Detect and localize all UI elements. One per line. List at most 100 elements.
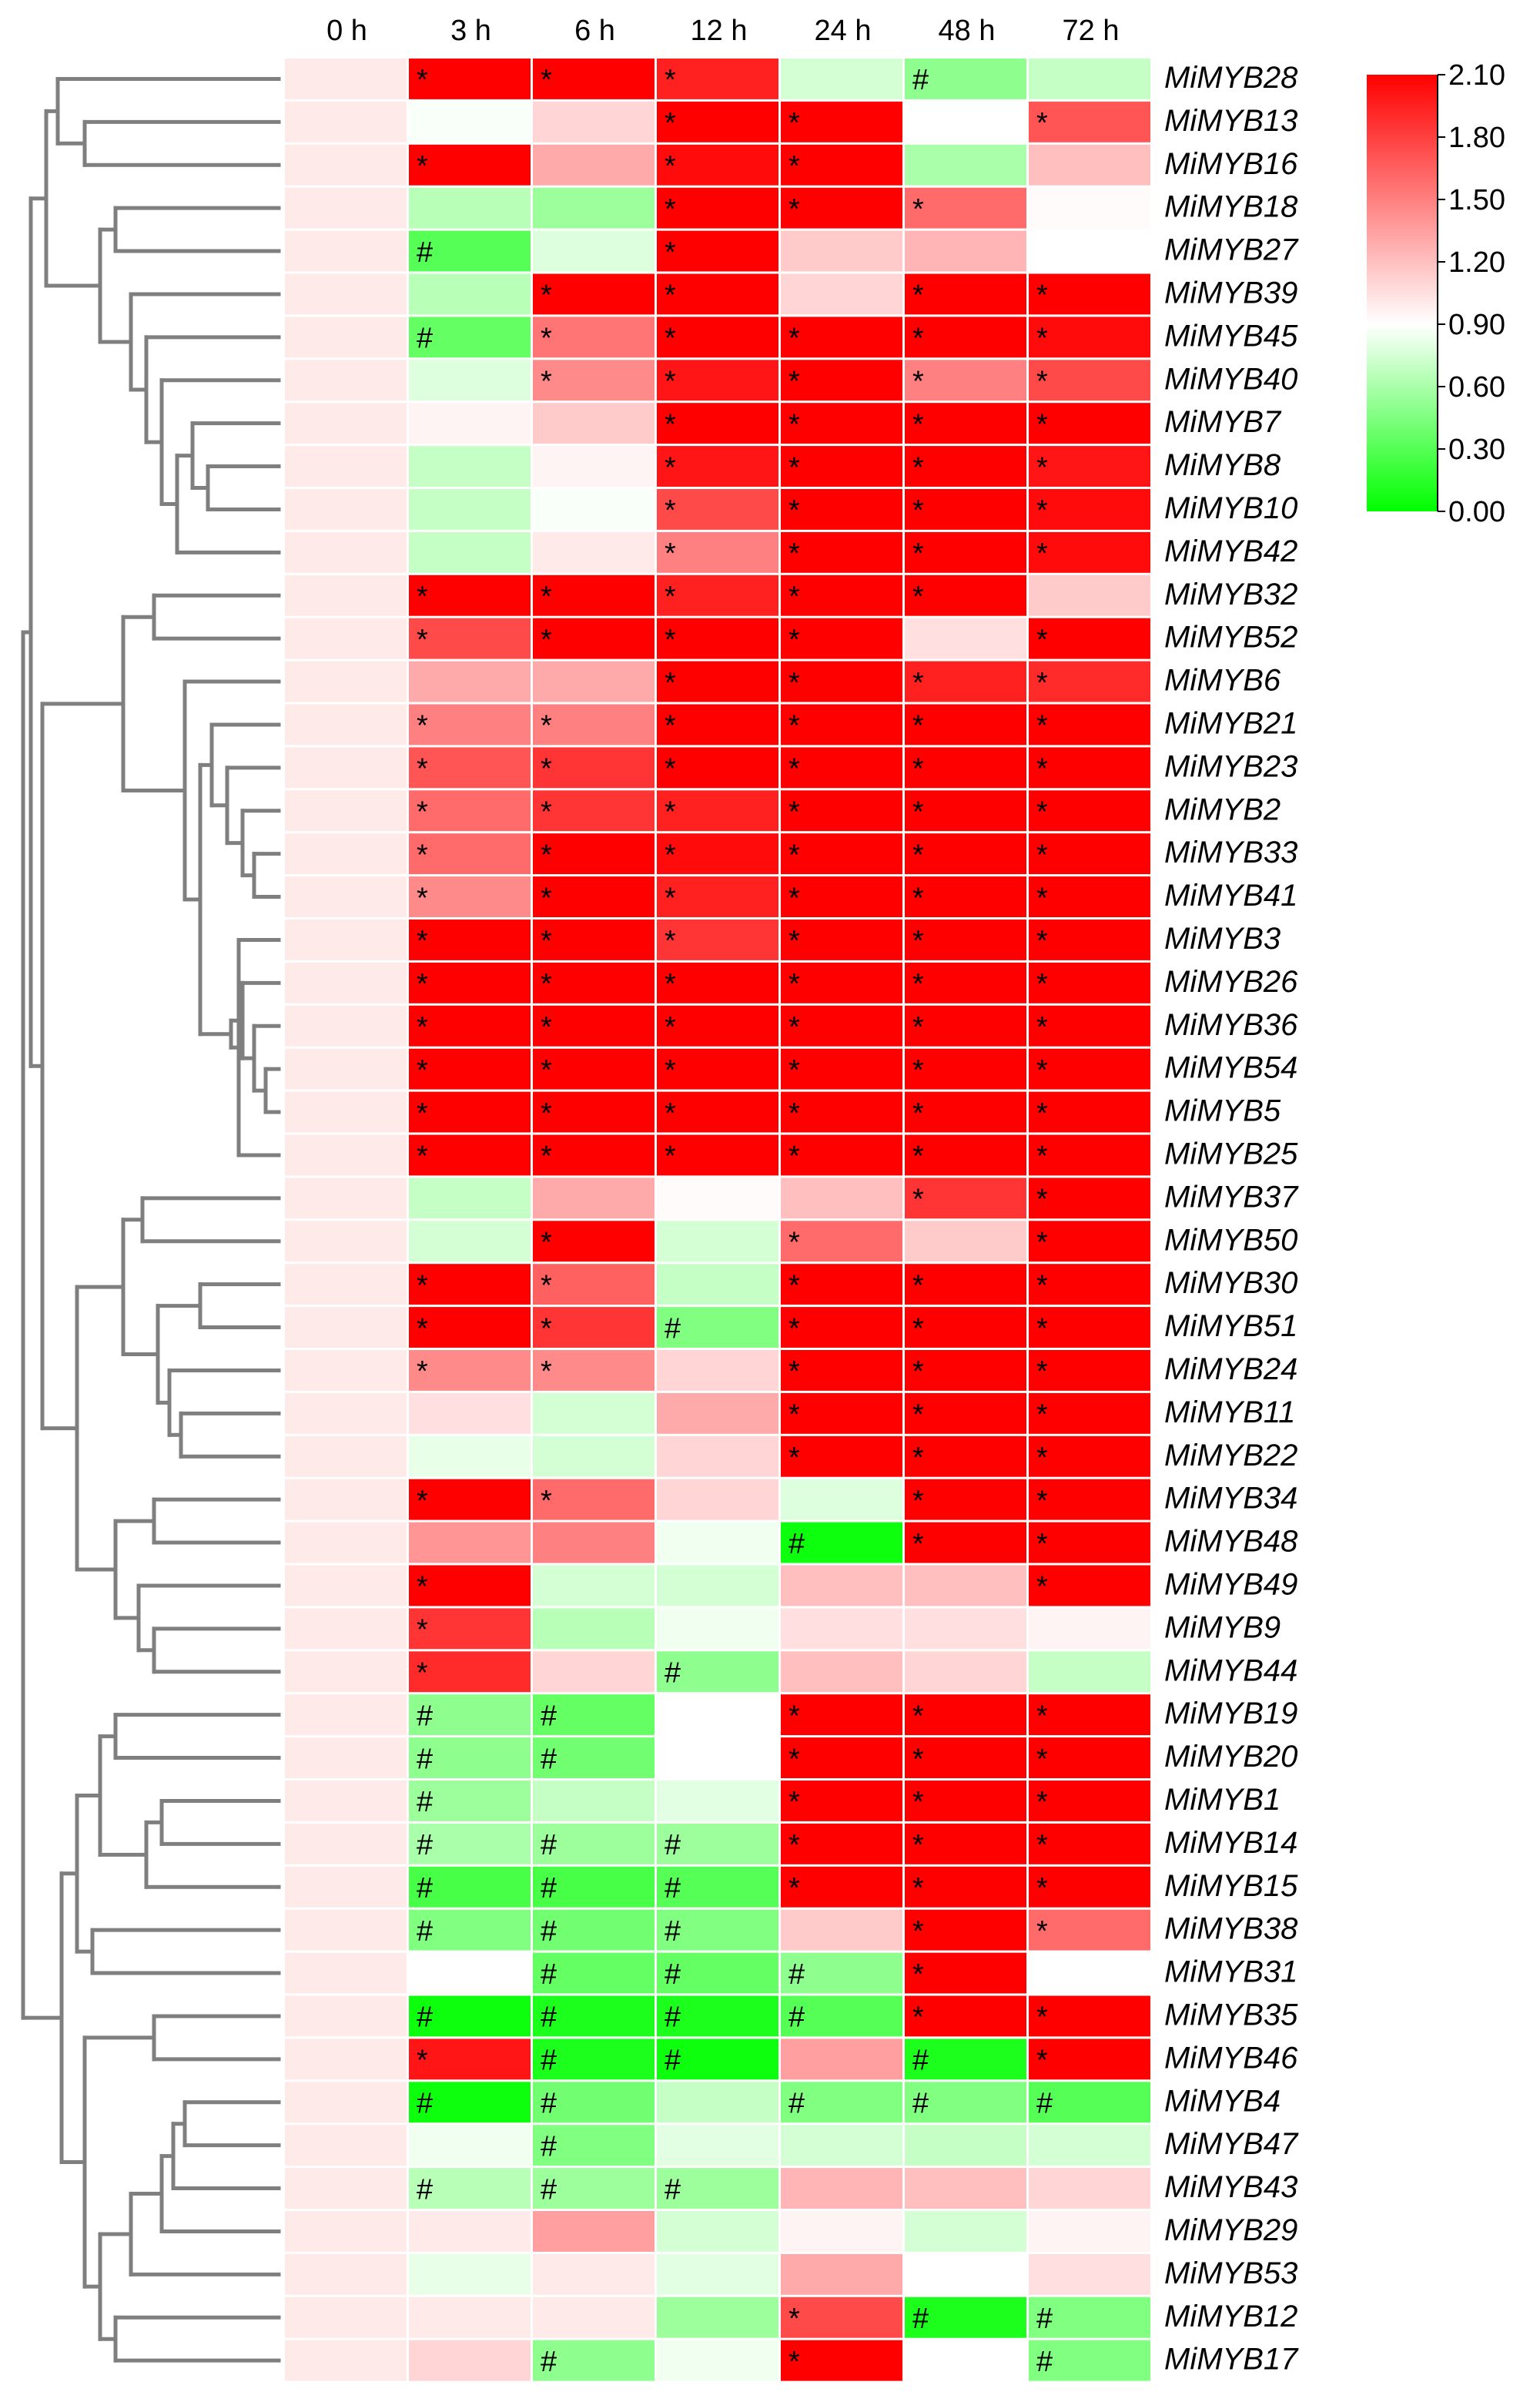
significance-mark: * [665, 581, 676, 613]
row-label: MiMYB22 [1164, 1439, 1297, 1472]
significance-mark: # [665, 2173, 681, 2206]
significance-mark: * [788, 925, 800, 957]
heatmap-cell [285, 1134, 407, 1176]
heatmap-cell [905, 1436, 1026, 1477]
significance-mark: * [541, 366, 552, 398]
significance-mark: * [541, 323, 552, 355]
heatmap-cell [781, 446, 902, 487]
heatmap-cell [657, 2253, 778, 2295]
heatmap-cell [533, 920, 654, 960]
heatmap-cell [657, 747, 778, 789]
row-label: MiMYB46 [1164, 2041, 1298, 2075]
heatmap-cell [905, 1264, 1026, 1305]
significance-mark: * [912, 280, 924, 312]
heatmap-cell [285, 1565, 407, 1606]
heatmap-cell [533, 2211, 654, 2252]
heatmap-cell [533, 101, 654, 142]
heatmap-cell [533, 575, 654, 616]
row-label: MiMYB26 [1164, 965, 1298, 999]
heatmap-cell [1029, 101, 1150, 142]
heatmap-cell [905, 1307, 1026, 1348]
heatmap-cells: * * * # * * * * * * * * * # * * * * * # * * * * * * * * * * * * * * * * * * * *… [285, 59, 1150, 2381]
row-label: MiMYB24 [1164, 1352, 1297, 1386]
color-scale-tick-label: 0.90 [1448, 309, 1505, 341]
heatmap-cell [409, 575, 531, 616]
significance-mark: # [417, 1872, 433, 1905]
row-label: MiMYB12 [1164, 2300, 1297, 2333]
heatmap-cell [285, 2340, 407, 2381]
heatmap-cell [905, 1221, 1026, 1262]
row-label: MiMYB49 [1164, 1568, 1297, 1602]
significance-mark: # [417, 1743, 433, 1775]
heatmap-cell [905, 144, 1026, 186]
heatmap-cell [905, 2082, 1026, 2123]
heatmap-cell [1029, 1005, 1150, 1047]
significance-mark: * [788, 1872, 800, 1905]
heatmap-cell [1029, 1091, 1150, 1133]
heatmap-cell [781, 2211, 902, 2252]
significance-mark: * [912, 667, 924, 699]
heatmap-cell [905, 790, 1026, 832]
significance-mark: # [665, 1657, 681, 1690]
significance-mark: # [417, 1700, 433, 1732]
significance-mark: * [541, 1355, 552, 1388]
heatmap-cell [285, 1781, 407, 1821]
heatmap-cell [1029, 876, 1150, 917]
significance-mark: * [417, 150, 428, 183]
significance-mark: * [912, 193, 924, 226]
heatmap-cell [657, 446, 778, 487]
heatmap-cell [409, 59, 531, 99]
heatmap-cell [781, 2253, 902, 2295]
significance-mark: * [1036, 1786, 1048, 1818]
heatmap-cell [905, 2168, 1026, 2209]
heatmap-cell [781, 833, 902, 875]
heatmap-cell [285, 2253, 407, 2295]
heatmap-cell [409, 920, 531, 960]
significance-mark: * [1036, 366, 1048, 398]
heatmap-cell [533, 2253, 654, 2295]
heatmap-cell [781, 1436, 902, 1477]
heatmap-cell [1029, 790, 1150, 832]
significance-mark: * [665, 193, 676, 226]
heatmap-cell [781, 101, 902, 142]
row-label: MiMYB50 [1164, 1223, 1297, 1257]
heatmap-cell [533, 1823, 654, 1864]
heatmap-cell [1029, 1651, 1150, 1693]
significance-mark: # [541, 2173, 557, 2206]
heatmap-cell [1029, 531, 1150, 573]
heatmap-cell [533, 1048, 654, 1090]
heatmap-cell [781, 1392, 902, 1434]
significance-mark: * [1036, 538, 1048, 570]
heatmap-cell [1029, 1866, 1150, 1908]
heatmap-cell [533, 790, 654, 832]
heatmap-cell [285, 317, 407, 358]
row-label: MiMYB29 [1164, 2213, 1297, 2247]
heatmap-cell [285, 962, 407, 1003]
heatmap-cell [905, 273, 1026, 315]
heatmap-cell [409, 317, 531, 358]
heatmap-cell [657, 1178, 778, 1219]
significance-mark: * [1036, 710, 1048, 742]
color-scale-tick-label: 1.20 [1448, 246, 1505, 279]
heatmap-cell [533, 1608, 654, 1650]
significance-mark: * [665, 753, 676, 786]
heatmap-cell [905, 1694, 1026, 1736]
row-label: MiMYB4 [1164, 2084, 1281, 2118]
significance-mark: * [417, 1141, 428, 1173]
heatmap-cell [533, 1264, 654, 1305]
heatmap-cell [1029, 59, 1150, 99]
heatmap-cell [657, 360, 778, 401]
heatmap-cell [657, 101, 778, 142]
heatmap-cell [905, 618, 1026, 659]
significance-mark: * [1036, 667, 1048, 699]
significance-mark: * [788, 1399, 800, 1431]
heatmap-cell [657, 704, 778, 745]
heatmap-cell [905, 1091, 1026, 1133]
heatmap-cell [285, 2168, 407, 2209]
row-label: MiMYB28 [1164, 61, 1298, 95]
color-scale-bar [1367, 75, 1438, 511]
significance-mark: * [788, 2346, 800, 2378]
significance-mark: * [417, 968, 428, 1000]
heatmap-cell [1029, 962, 1150, 1003]
heatmap-cell [285, 187, 407, 229]
